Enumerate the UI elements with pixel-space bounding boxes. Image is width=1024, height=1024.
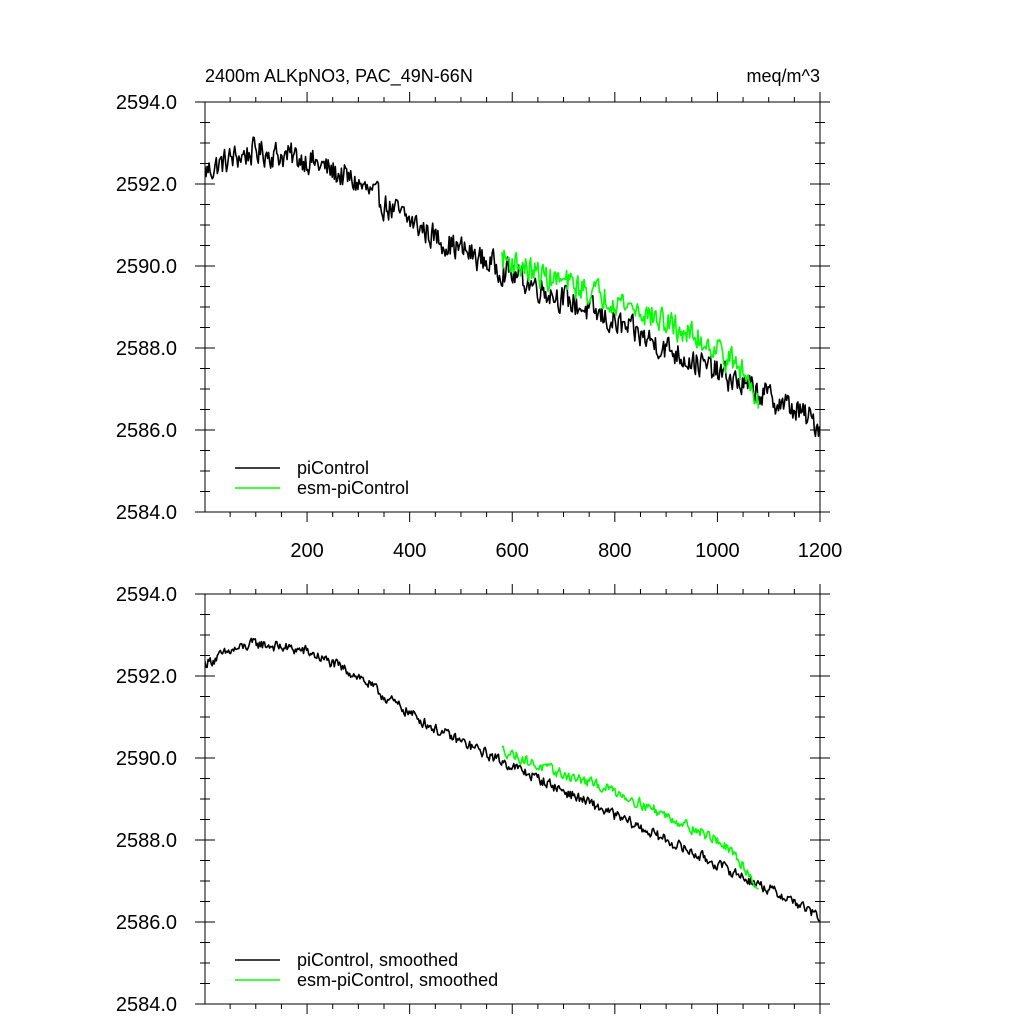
y-tick-label: 2594.0 xyxy=(116,92,177,114)
units-label: meq/m^3 xyxy=(747,66,820,86)
series-line-esm-picontrol-smoothed xyxy=(501,745,759,890)
x-tick-label: 200 xyxy=(290,540,323,562)
x-tick-label: 1000 xyxy=(695,540,740,562)
top-panel: 2584.0 2586.0 2588.0 2590.0 2592.0 2594.0 200 4… xyxy=(116,92,842,562)
y-tick-label: 2584.0 xyxy=(116,994,177,1016)
y-tick-label: 2588.0 xyxy=(116,830,177,852)
x-tick-label: 400 xyxy=(393,540,426,562)
y-tick-label: 2592.0 xyxy=(116,174,177,196)
legend-label: esm-piControl xyxy=(297,478,409,498)
series-line-picontrol xyxy=(205,136,820,438)
legend-label: piControl, smoothed xyxy=(297,950,458,970)
series-line-esm-picontrol xyxy=(501,249,760,409)
x-tick-label: 600 xyxy=(496,540,529,562)
y-tick-label: 2590.0 xyxy=(116,256,177,278)
y-tick-label: 2586.0 xyxy=(116,912,177,934)
y-tick-label: 2594.0 xyxy=(116,584,177,606)
legend-label: esm-piControl, smoothed xyxy=(297,970,498,990)
x-tick-label: 800 xyxy=(598,540,631,562)
bottom-panel: 2584.0 2586.0 2588.0 2590.0 2592.0 2594.0 piCo… xyxy=(116,584,830,1016)
x-tick-label: 1200 xyxy=(798,540,843,562)
y-tick-label: 2592.0 xyxy=(116,666,177,688)
plot-frame xyxy=(204,593,821,1005)
y-tick-label: 2590.0 xyxy=(116,748,177,770)
y-tick-label: 2586.0 xyxy=(116,420,177,442)
series-line-picontrol-smoothed xyxy=(205,637,820,922)
y-tick-label: 2588.0 xyxy=(116,338,177,360)
chart-title: 2400m ALKpNO3, PAC_49N-66N xyxy=(205,66,473,87)
legend-label: piControl xyxy=(297,458,369,478)
y-tick-label: 2584.0 xyxy=(116,502,177,524)
